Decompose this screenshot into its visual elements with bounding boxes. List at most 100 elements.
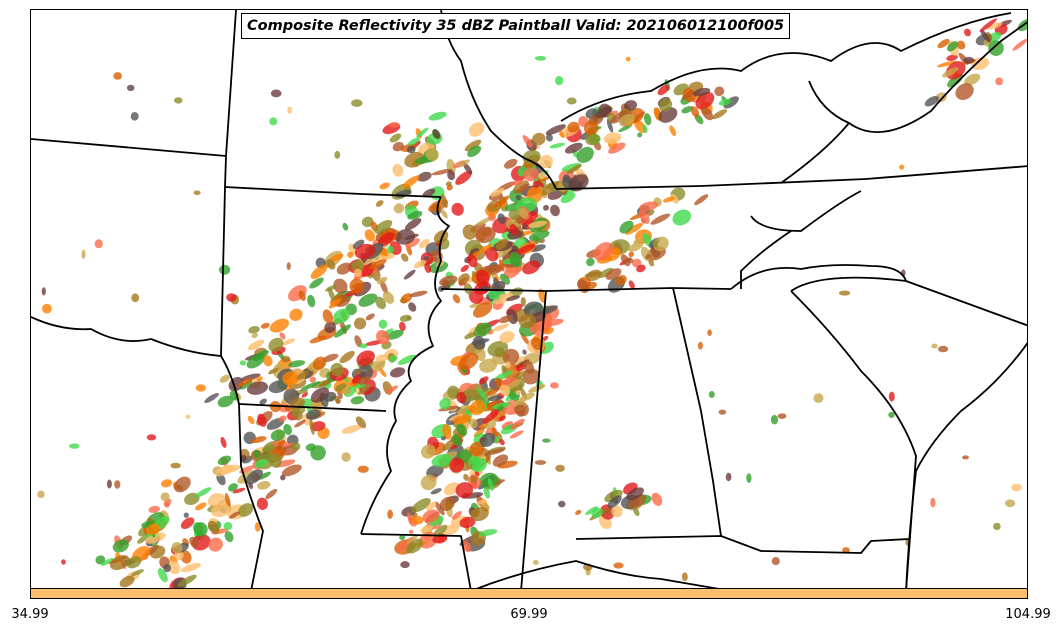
reflectivity-blob — [770, 414, 779, 425]
reflectivity-blob — [477, 243, 493, 254]
reflectivity-blob — [585, 133, 600, 146]
reflectivity-blob — [352, 239, 365, 250]
reflectivity-blob — [523, 359, 535, 374]
reflectivity-blob — [393, 203, 405, 214]
reflectivity-blob — [458, 273, 470, 284]
reflectivity-blob — [477, 387, 487, 400]
reflectivity-blob — [475, 226, 496, 243]
reflectivity-blob — [174, 476, 191, 493]
reflectivity-blob — [365, 313, 375, 321]
reflectivity-blob — [357, 465, 369, 473]
reflectivity-blob — [61, 559, 66, 565]
reflectivity-blob — [368, 259, 387, 270]
reflectivity-blob — [336, 262, 352, 275]
reflectivity-blob — [980, 29, 991, 43]
reflectivity-blob — [407, 210, 423, 220]
reflectivity-blob — [653, 236, 669, 252]
reflectivity-blob — [558, 500, 566, 508]
reflectivity-blob — [434, 501, 445, 516]
reflectivity-blob — [657, 84, 669, 96]
reflectivity-blob — [254, 522, 261, 532]
reflectivity-blob — [406, 145, 416, 154]
reflectivity-blob — [443, 482, 460, 496]
reflectivity-blob — [95, 555, 106, 565]
reflectivity-blob — [518, 313, 536, 329]
reflectivity-paintball-layer — [37, 18, 1027, 598]
reflectivity-blob — [586, 257, 595, 267]
reflectivity-blob — [515, 244, 536, 255]
reflectivity-blob — [584, 271, 601, 278]
reflectivity-blob — [160, 479, 173, 488]
reflectivity-blob — [508, 209, 521, 220]
reflectivity-blob — [593, 242, 614, 261]
map-title: Composite Reflectivity 35 dBZ Paintball … — [241, 13, 791, 39]
reflectivity-blob — [448, 413, 464, 421]
reflectivity-blob — [518, 207, 529, 219]
reflectivity-blob — [549, 142, 565, 149]
reflectivity-blob — [259, 398, 267, 405]
reflectivity-blob — [374, 360, 386, 370]
reflectivity-blob — [483, 486, 491, 499]
reflectivity-blob — [400, 293, 413, 304]
reflectivity-blob — [195, 384, 207, 392]
reflectivity-blob — [330, 362, 344, 377]
reflectivity-blob — [620, 254, 631, 267]
reflectivity-blob — [479, 358, 498, 373]
reflectivity-blob — [268, 367, 279, 375]
reflectivity-blob — [324, 321, 336, 333]
reflectivity-blob — [432, 129, 441, 139]
reflectivity-blob — [771, 557, 780, 566]
reflectivity-blob — [307, 294, 316, 308]
reflectivity-blob — [148, 505, 161, 513]
reflectivity-blob — [625, 223, 643, 235]
reflectivity-blob — [163, 564, 172, 573]
reflectivity-blob — [219, 264, 231, 275]
reflectivity-blob — [937, 38, 950, 49]
reflectivity-blob — [333, 278, 348, 294]
reflectivity-blob — [268, 337, 284, 352]
reflectivity-blob — [522, 349, 527, 355]
reflectivity-blob — [265, 488, 278, 500]
reflectivity-blob — [339, 350, 355, 364]
reflectivity-blob — [171, 541, 183, 554]
reflectivity-blob — [328, 298, 342, 309]
reflectivity-blob — [101, 557, 114, 566]
reflectivity-blob — [963, 56, 975, 64]
reflectivity-blob — [399, 321, 406, 332]
reflectivity-blob — [357, 384, 371, 395]
reflectivity-blob — [492, 402, 511, 410]
reflectivity-blob — [449, 457, 465, 473]
reflectivity-blob — [376, 329, 390, 345]
reflectivity-blob — [653, 240, 659, 248]
reflectivity-blob — [195, 487, 212, 498]
map-canvas — [31, 10, 1027, 598]
reflectivity-blob — [130, 112, 139, 121]
reflectivity-blob — [669, 125, 677, 137]
reflectivity-blob — [583, 121, 599, 136]
reflectivity-blob — [507, 379, 521, 390]
reflectivity-blob — [523, 167, 540, 182]
reflectivity-blob — [390, 367, 406, 378]
reflectivity-blob — [245, 469, 263, 485]
reflectivity-blob — [648, 258, 655, 267]
reflectivity-blob — [37, 490, 45, 499]
reflectivity-blob — [605, 268, 622, 280]
reflectivity-blob — [615, 274, 627, 286]
reflectivity-blob — [406, 534, 419, 544]
reflectivity-blob — [838, 290, 851, 296]
reflectivity-blob — [497, 405, 504, 412]
state-boundaries — [31, 10, 1027, 592]
reflectivity-blob — [555, 76, 564, 86]
reflectivity-blob — [355, 416, 367, 429]
reflectivity-blob — [566, 164, 582, 175]
reflectivity-blob — [330, 253, 344, 262]
reflectivity-blob — [357, 376, 370, 385]
colorbar-tick-right: 104.99 — [1005, 607, 1051, 622]
reflectivity-blob — [386, 246, 395, 254]
reflectivity-blob — [567, 121, 580, 133]
reflectivity-blob — [633, 238, 644, 244]
reflectivity-blob — [268, 380, 288, 394]
reflectivity-blob — [473, 301, 493, 318]
reflectivity-blob — [281, 355, 291, 363]
reflectivity-blob — [277, 439, 286, 447]
